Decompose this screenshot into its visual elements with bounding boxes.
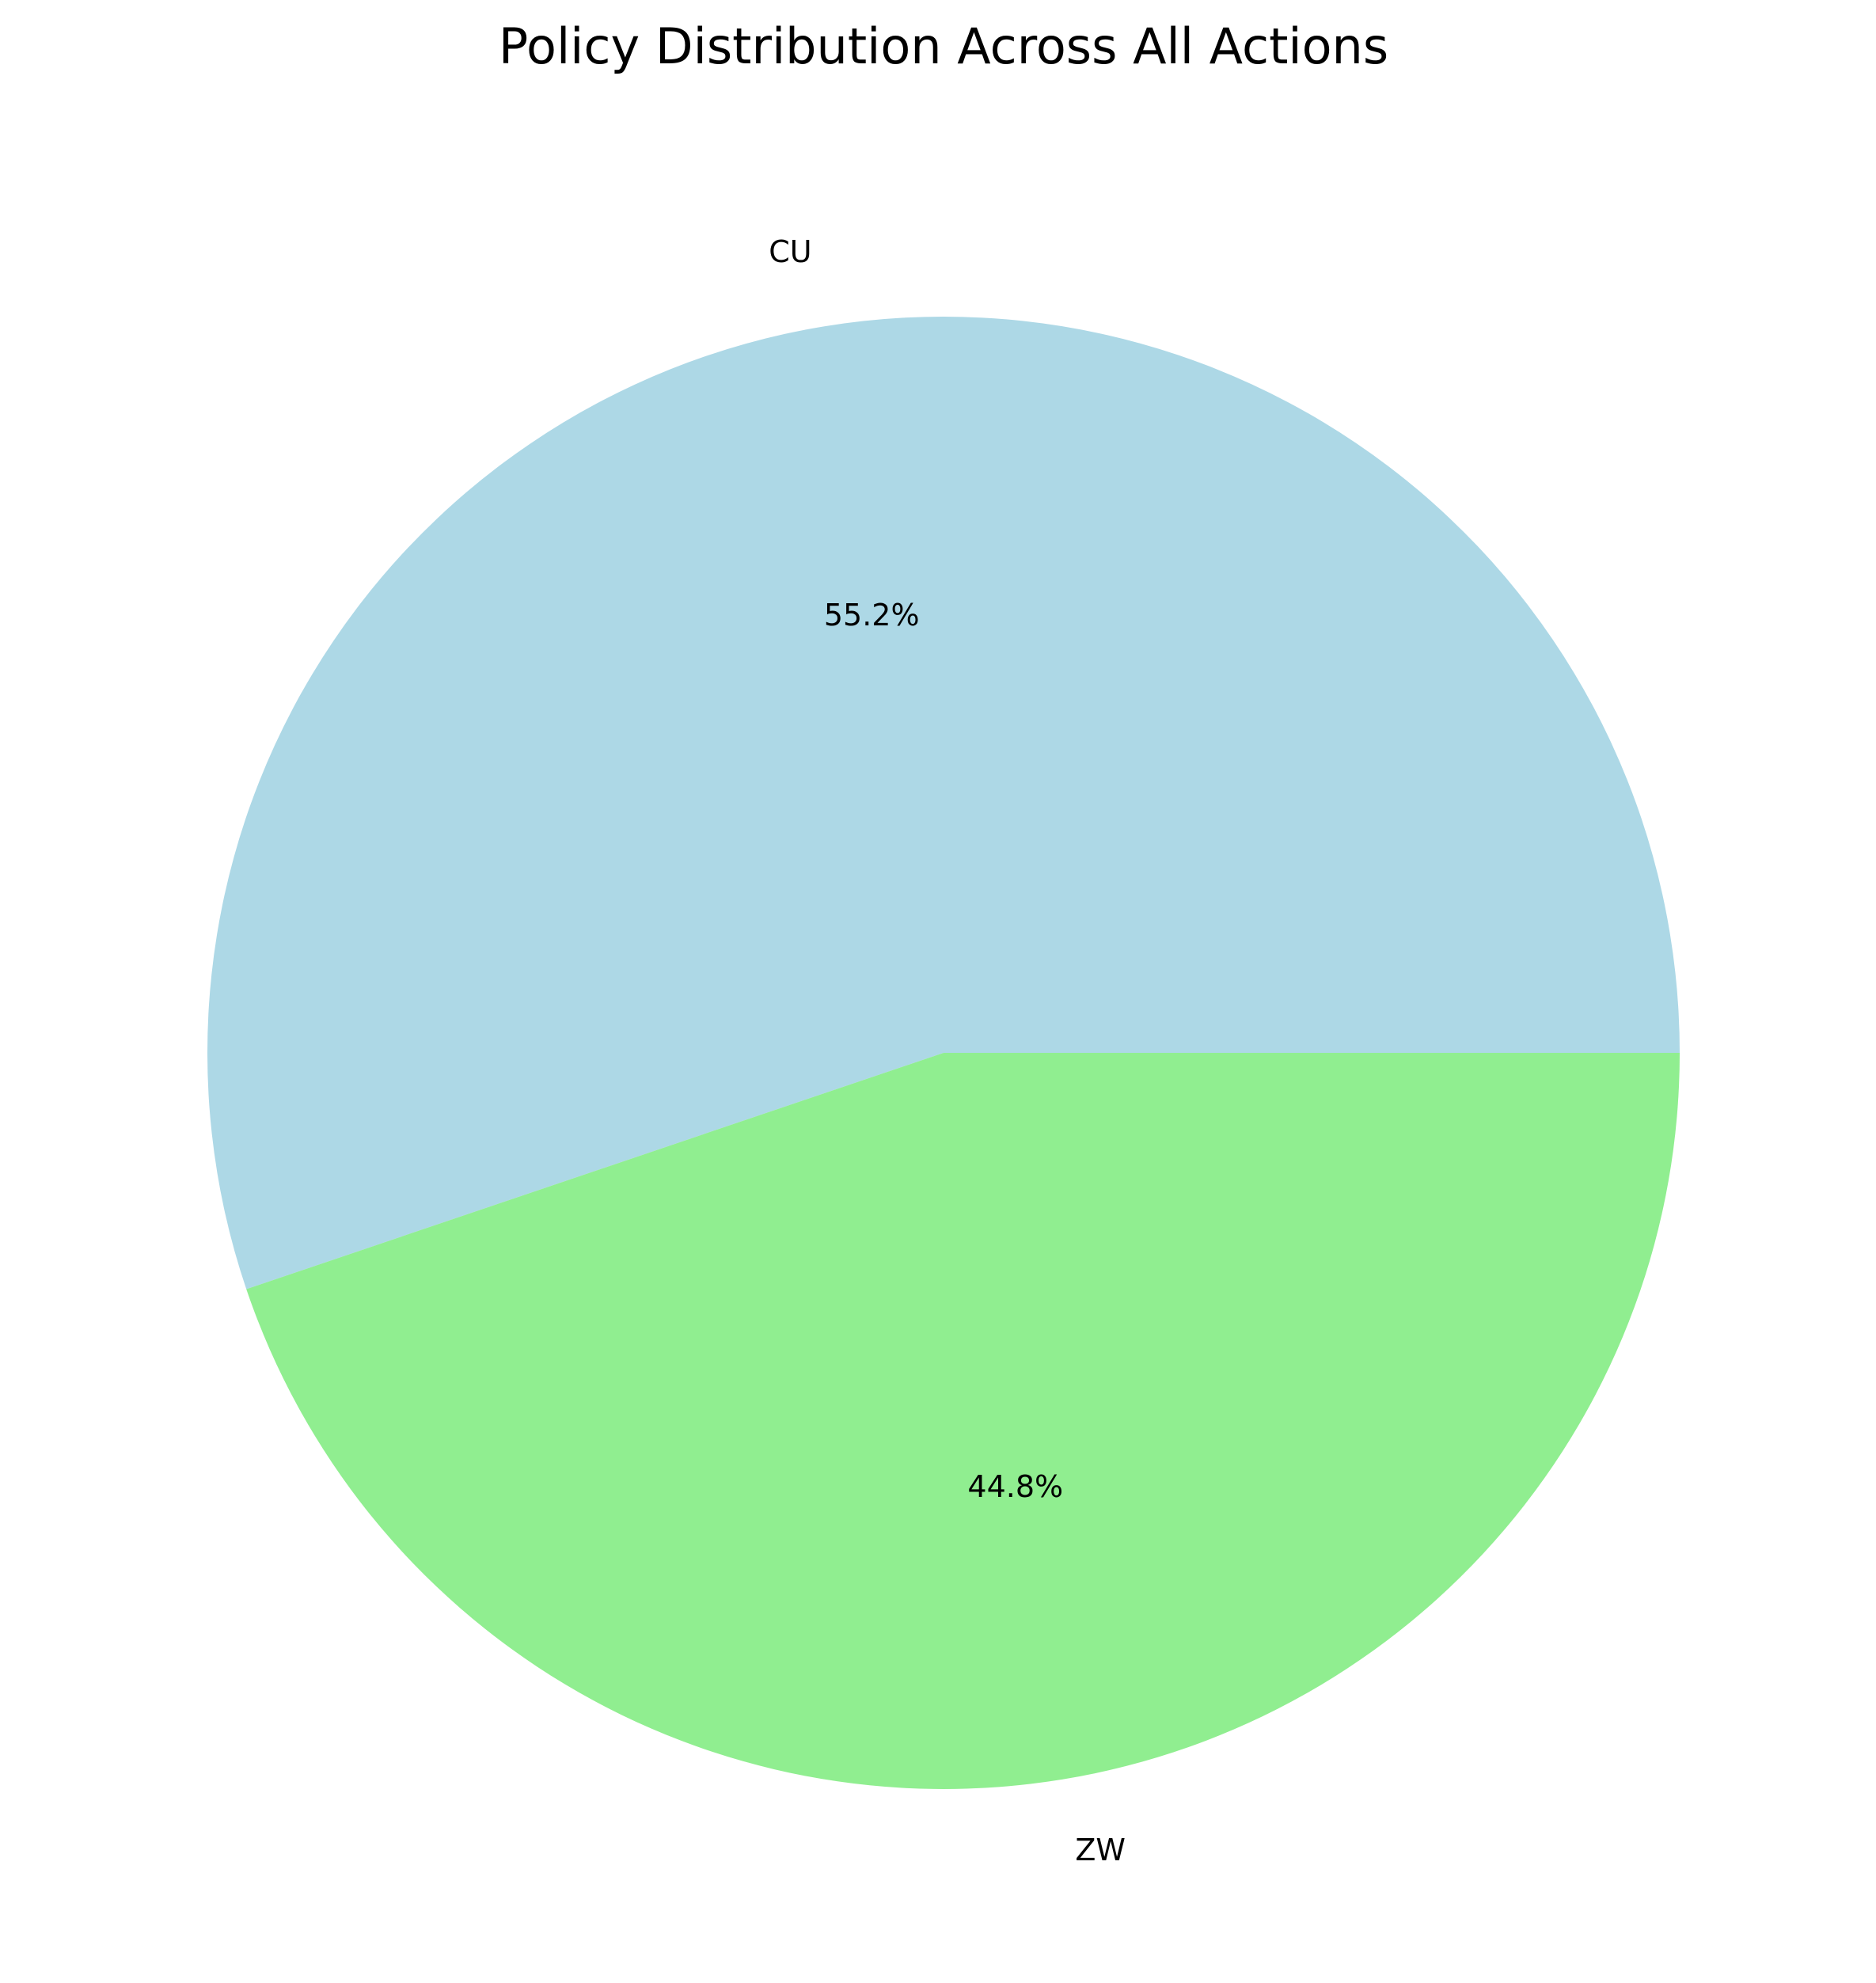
slice-percent-zw: 44.8% [967, 1469, 1063, 1504]
slice-label-zw: ZW [1075, 1833, 1126, 1867]
pie-slice-zw [246, 1053, 1680, 1789]
chart-title: Policy Distribution Across All Actions [499, 17, 1388, 75]
pie-slice-cu [207, 316, 1680, 1290]
pie-slices [207, 316, 1680, 1789]
slice-percent-cu: 55.2% [824, 598, 920, 633]
slice-label-cu: CU [769, 234, 811, 269]
pie-labels: CU 55.2% ZW 44.8% [769, 234, 1126, 1867]
